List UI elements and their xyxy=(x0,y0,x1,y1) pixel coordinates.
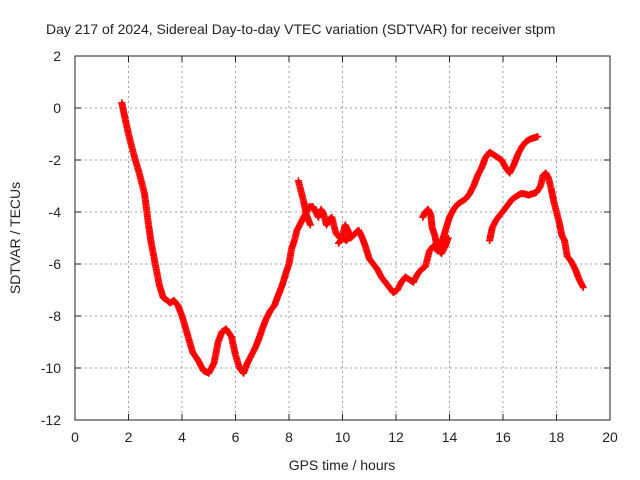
data-point xyxy=(534,133,542,141)
x-tick-label: 0 xyxy=(71,429,79,445)
x-tick-labels: 0 2 4 6 8 10 12 14 16 18 20 xyxy=(71,429,618,445)
x-tick-label: 10 xyxy=(335,429,351,445)
y-tick-label: -10 xyxy=(41,360,61,376)
series-1 xyxy=(118,99,542,377)
y-tick-label: -8 xyxy=(49,308,62,324)
y-tick-label: -2 xyxy=(49,152,62,168)
series-2 xyxy=(294,177,314,229)
data-point-fill xyxy=(346,233,354,241)
chart-title: Day 217 of 2024, Sidereal Day-to-day VTE… xyxy=(46,21,555,37)
series-5 xyxy=(486,169,587,291)
x-tick-label: 16 xyxy=(495,429,511,445)
x-tick-label: 6 xyxy=(232,429,240,445)
y-tick-label: 0 xyxy=(53,100,61,116)
series-3 xyxy=(334,231,355,247)
data-point xyxy=(306,221,314,229)
data-point xyxy=(444,234,452,242)
x-tick-label: 4 xyxy=(178,429,186,445)
data-points xyxy=(118,99,587,377)
y-tick-label: 2 xyxy=(53,48,61,64)
x-axis-label: GPS time / hours xyxy=(289,457,396,473)
x-tick-label: 8 xyxy=(285,429,293,445)
y-tick-labels: 2 0 -2 -4 -6 -8 -10 -12 xyxy=(41,48,61,428)
data-point xyxy=(579,283,587,291)
y-axis-label: SDTVAR / TECUs xyxy=(7,182,23,294)
series-4 xyxy=(419,205,452,258)
x-tick-label: 18 xyxy=(549,429,565,445)
x-tick-label: 20 xyxy=(602,429,618,445)
data-point xyxy=(347,231,355,239)
x-tick-label: 12 xyxy=(388,429,404,445)
y-tick-label: -6 xyxy=(49,256,62,272)
y-tick-label: -12 xyxy=(41,412,61,428)
y-tick-label: -4 xyxy=(49,204,62,220)
axis-ticks xyxy=(74,55,611,421)
x-tick-label: 2 xyxy=(125,429,133,445)
x-tick-label: 14 xyxy=(442,429,458,445)
